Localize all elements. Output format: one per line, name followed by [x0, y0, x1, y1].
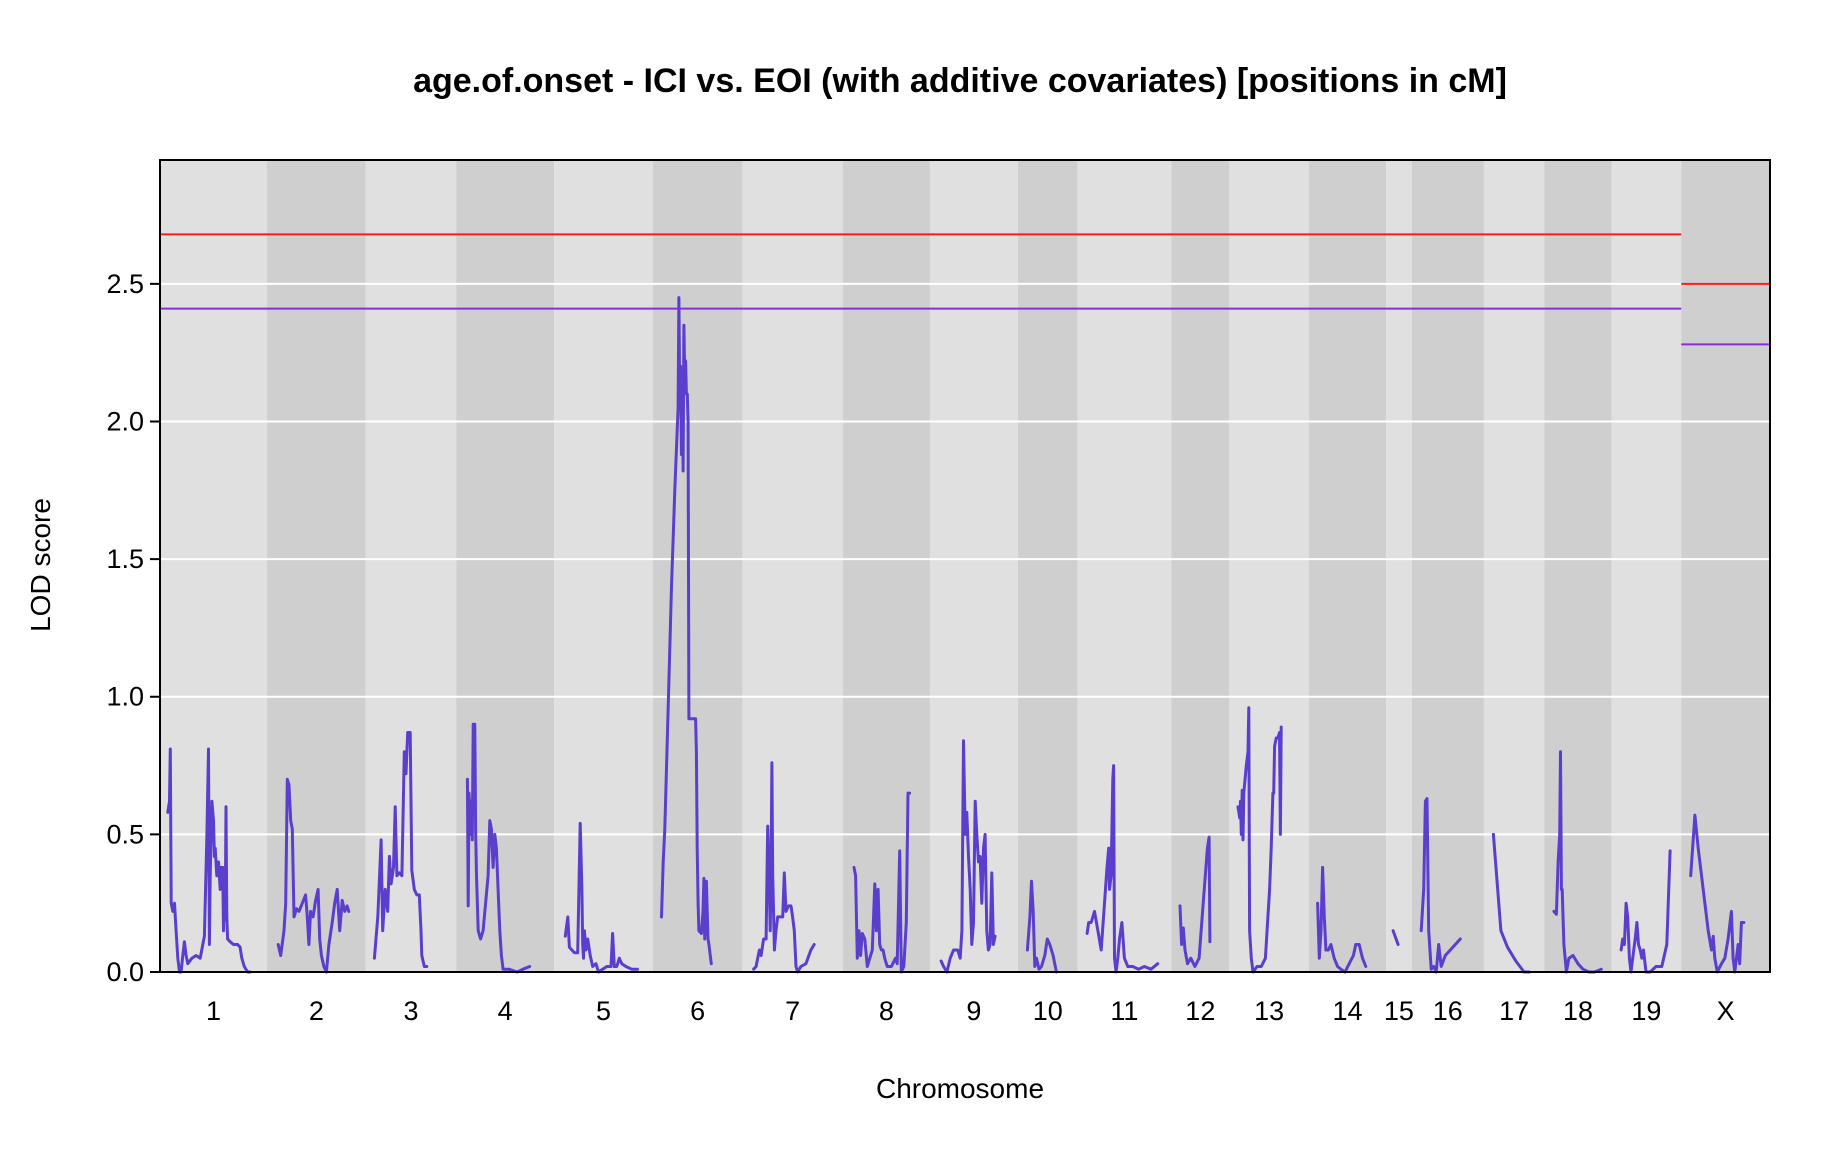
- chromosome-band-4: [456, 160, 555, 972]
- x-tick-label-2: 2: [309, 996, 324, 1026]
- lod-line-chr-9: [939, 739, 997, 974]
- x-tick-label-17: 17: [1499, 996, 1529, 1026]
- chromosome-band-16: [1411, 160, 1484, 972]
- chromosome-band-18: [1544, 160, 1612, 972]
- chromosome-band-12: [1171, 160, 1230, 972]
- x-tick-label-9: 9: [966, 996, 981, 1026]
- lod-line-chr-13: [1236, 706, 1283, 974]
- chromosome-bands: [160, 160, 1770, 972]
- lod-line-chr-10: [1025, 879, 1058, 974]
- chromosome-band-8: [842, 160, 930, 972]
- y-tick-label: 2.5: [106, 269, 144, 299]
- chromosome-band-14: [1308, 160, 1387, 972]
- lod-line-chr-5: [563, 821, 639, 974]
- chromosome-band-2: [267, 160, 366, 972]
- x-tick-label-16: 16: [1433, 996, 1463, 1026]
- chromosome-band-5: [554, 160, 653, 972]
- x-axis-ticks: 1 2 3 4 5 6 7 8 9 10 11 12 13 14 15 16 17 18 19 X: [206, 996, 1735, 1026]
- y-tick-label: 0.5: [106, 819, 144, 849]
- lod-line-chr-1: [166, 747, 252, 974]
- x-tick-label-5: 5: [596, 996, 611, 1026]
- lod-line-chr-11: [1085, 764, 1160, 974]
- threshold-lines: [160, 233, 1770, 346]
- chromosome-band-13: [1229, 160, 1309, 972]
- x-tick-label-10: 10: [1033, 996, 1063, 1026]
- lod-line-chr-16: [1419, 797, 1462, 974]
- y-tick-label: 2.0: [106, 406, 144, 436]
- x-tick-label-15: 15: [1384, 996, 1414, 1026]
- x-tick-label-19: 19: [1631, 996, 1661, 1026]
- lod-series: [166, 296, 1746, 974]
- lod-line-chr-3: [372, 731, 429, 968]
- chromosome-band-15: [1386, 160, 1412, 972]
- x-tick-label-12: 12: [1185, 996, 1215, 1026]
- y-tick-label: 0.0: [106, 957, 144, 987]
- x-tick-label-3: 3: [403, 996, 418, 1026]
- y-tick-label: 1.0: [106, 682, 144, 712]
- x-tick-label-7: 7: [785, 996, 800, 1026]
- lod-line-chr-7: [752, 761, 816, 974]
- lod-line-chr-8: [852, 791, 912, 974]
- chart-title: age.of.onset - ICI vs. EOI (with additiv…: [413, 62, 1507, 100]
- x-tick-label-13: 13: [1254, 996, 1284, 1026]
- x-tick-label-1: 1: [206, 996, 221, 1026]
- lod-line-chr-18: [1552, 750, 1603, 974]
- chromosome-band-10: [1017, 160, 1078, 972]
- x-tick-label-8: 8: [879, 996, 894, 1026]
- lod-line-chr-4: [465, 722, 532, 974]
- y-tick-label: 1.5: [106, 544, 144, 574]
- y-axis-label: LOD score: [25, 498, 56, 632]
- plot-frame: [159, 159, 1771, 973]
- x-axis-label: Chromosome: [876, 1073, 1044, 1104]
- chromosome-band-X: [1681, 160, 1770, 972]
- chromosome-band-11: [1077, 160, 1172, 972]
- y-axis-ticks: 0.0 0.5 1.0 1.5 2.0 2.5: [106, 269, 160, 987]
- x-tick-label-6: 6: [690, 996, 705, 1026]
- lod-line-chr-19: [1619, 849, 1672, 974]
- x-tick-label-14: 14: [1333, 996, 1363, 1026]
- x-tick-label-11: 11: [1110, 996, 1138, 1026]
- lod-line-chr-14: [1316, 865, 1368, 974]
- x-tick-label-X: X: [1717, 996, 1735, 1026]
- chromosome-band-7: [742, 160, 843, 972]
- chromosome-band-19: [1611, 160, 1682, 972]
- lod-line-chr-15: [1391, 929, 1400, 946]
- lod-line-chr-12: [1178, 835, 1212, 968]
- lod-line-chr-X: [1689, 813, 1746, 974]
- lod-line-chr-6: [660, 296, 713, 966]
- chromosome-band-17: [1483, 160, 1545, 972]
- lod-line-chr-2: [276, 777, 351, 974]
- x-tick-label-18: 18: [1563, 996, 1593, 1026]
- x-tick-label-4: 4: [498, 996, 513, 1026]
